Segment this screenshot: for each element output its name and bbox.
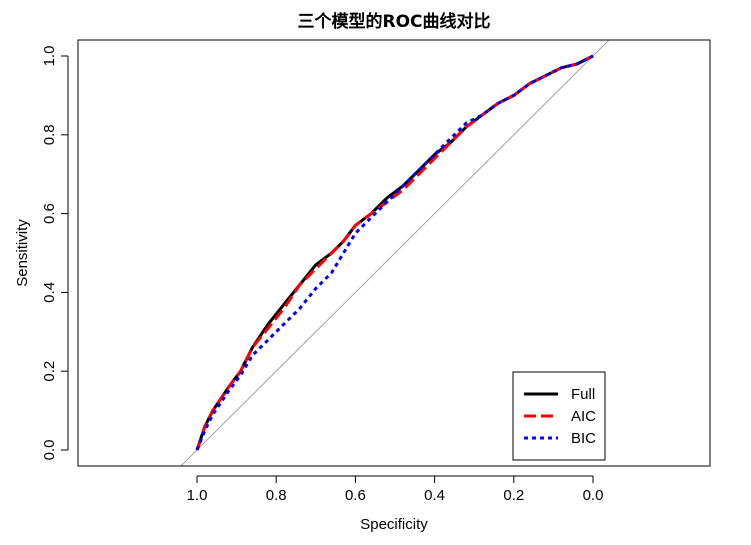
- legend-label-bic: BIC: [571, 430, 596, 447]
- y-axis-label: Sensitivity: [14, 219, 31, 287]
- legend: Full AIC BIC: [512, 371, 606, 461]
- reference-diagonal-line: [180, 40, 610, 466]
- x-tick-label: 0.6: [345, 487, 366, 504]
- series-line-bic: [195, 54, 594, 451]
- x-tick-label: 0.0: [583, 487, 604, 504]
- legend-label-aic: AIC: [571, 408, 596, 425]
- y-tick-label: 1.0: [41, 46, 58, 67]
- x-tick-label: 0.2: [503, 487, 524, 504]
- x-tick-label: 0.8: [266, 487, 287, 504]
- x-axis-label: Specificity: [360, 516, 428, 533]
- y-tick-label: 0.0: [41, 440, 58, 461]
- plot-frame: [77, 39, 711, 467]
- legend-label-full: Full: [571, 386, 595, 403]
- x-tick-label: 1.0: [187, 487, 208, 504]
- y-tick-label: 0.4: [41, 282, 58, 303]
- y-tick-label: 0.8: [41, 124, 58, 145]
- y-tick-label: 0.6: [41, 203, 58, 224]
- y-tick-label: 0.2: [41, 361, 58, 382]
- chart-title: 三个模型的ROC曲线对比: [297, 11, 490, 32]
- x-axis: 1.0 0.8 0.6 0.4 0.2 0.0: [187, 475, 604, 504]
- y-axis: 0.0 0.2 0.4 0.6 0.8 1.0: [41, 46, 69, 461]
- x-tick-label: 0.4: [424, 487, 445, 504]
